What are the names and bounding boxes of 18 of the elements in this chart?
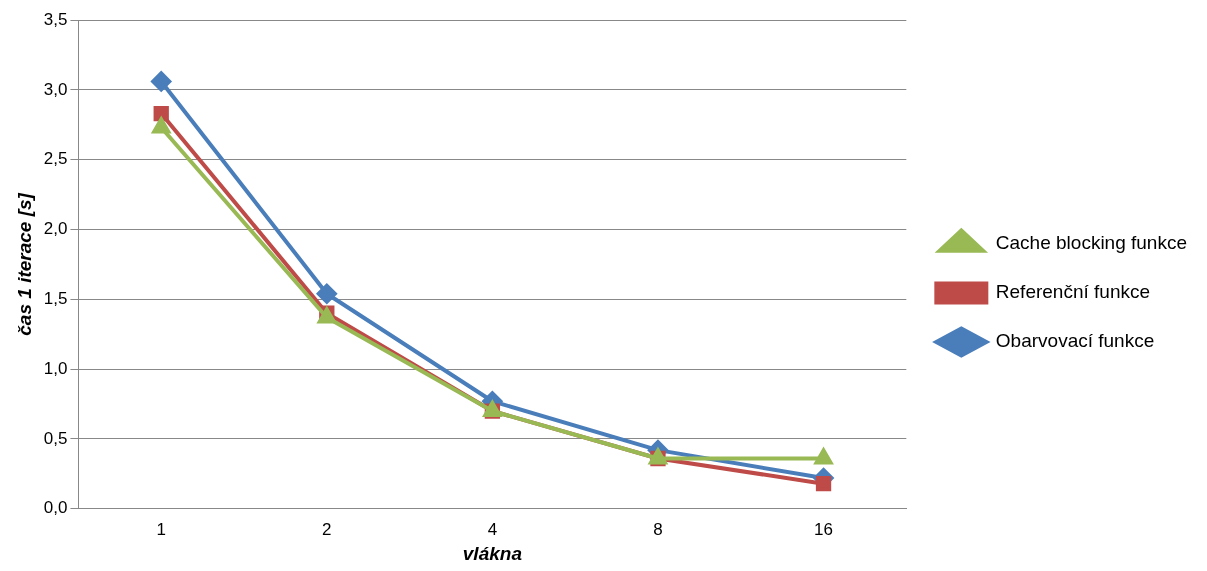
legend-label: Obarvovací funkce xyxy=(995,330,1155,352)
y-axis-title: čas 1 iterace [s] xyxy=(13,192,35,336)
y-tick-label: 1,5 xyxy=(43,289,68,308)
x-tick-label: 4 xyxy=(487,519,498,539)
x-axis-title: vlákna xyxy=(462,542,523,564)
y-tick-label: 0,0 xyxy=(43,498,68,518)
legend-label: Cache blocking funkce xyxy=(995,232,1187,254)
y-tick-label: 2,5 xyxy=(43,149,68,169)
y-tick-label: 0,5 xyxy=(43,428,68,448)
x-tick-label: 16 xyxy=(814,519,833,539)
x-tick-label: 8 xyxy=(653,519,663,539)
y-tick-label: 3,0 xyxy=(43,79,68,99)
y-tick-label: 3,5 xyxy=(43,9,68,29)
y-tick-label: 1,0 xyxy=(43,358,68,378)
legend-label: Referenční funkce xyxy=(995,281,1151,303)
x-tick-label: 2 xyxy=(322,519,332,539)
x-tick-label: 1 xyxy=(156,519,166,539)
y-tick-label: 2,0 xyxy=(43,219,68,239)
